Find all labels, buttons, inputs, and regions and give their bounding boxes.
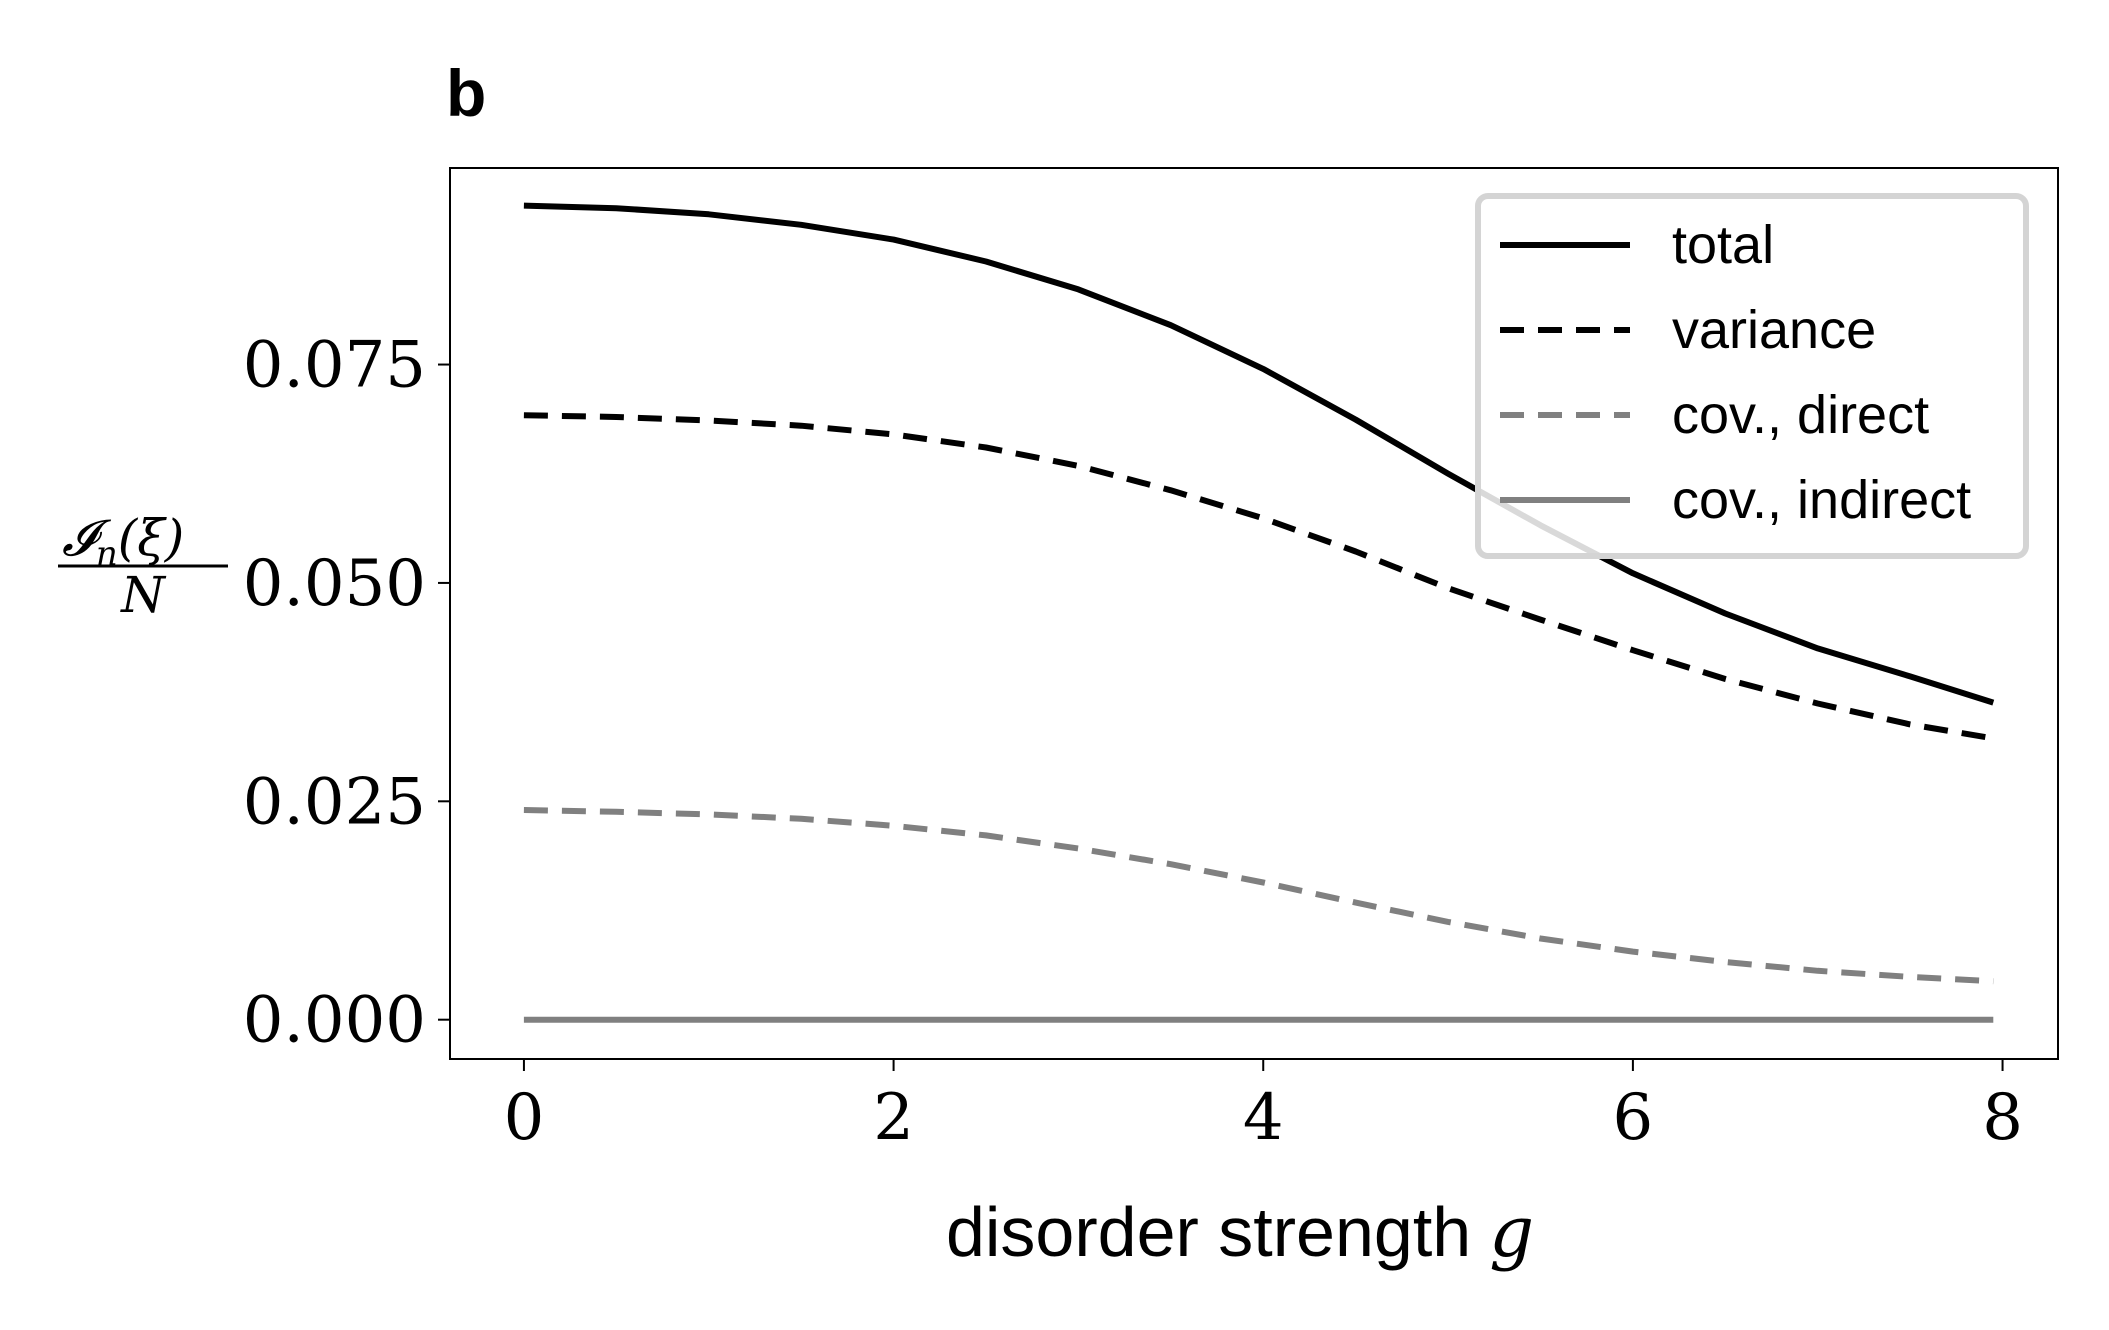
y-label-argument: (ξ) xyxy=(118,509,185,567)
legend-box xyxy=(1475,193,2029,559)
legend-label: total xyxy=(1672,215,1774,275)
x-tick-label: 0 xyxy=(504,1081,545,1155)
plot-frame xyxy=(449,167,2059,1060)
y-label-subscript: n xyxy=(96,534,118,574)
series-line-variance xyxy=(523,412,1994,742)
y-axis-label-numerator: 𝓘n(ξ) xyxy=(62,509,184,574)
legend: total variance cov., direct cov., indirect xyxy=(1475,193,2029,559)
x-tick-label: 6 xyxy=(1613,1081,1654,1155)
ticks-layer: 0 2 4 6 8 0.000 0.025 0.050 0.075 xyxy=(243,329,2023,1155)
y-tick-label: 0.050 xyxy=(243,547,426,621)
series-line-cov-direct xyxy=(523,807,1994,985)
legend-label: cov., direct xyxy=(1672,385,1929,445)
y-axis-label-denominator: N xyxy=(120,566,167,624)
panel-label: b xyxy=(446,56,486,130)
y-tick-label: 0.025 xyxy=(243,765,426,839)
y-axis-label: 𝓘n(ξ) N xyxy=(58,509,228,624)
series-line-total xyxy=(523,202,1995,706)
x-tick-label: 2 xyxy=(873,1081,914,1155)
series-layer xyxy=(523,202,1995,1023)
y-tick-label: 0.000 xyxy=(243,984,426,1058)
legend-items: total variance cov., direct cov., indirect xyxy=(1500,215,1971,530)
x-axis-label: disorder strength g xyxy=(946,1191,1534,1273)
x-axis-label-text: disorder strength xyxy=(946,1193,1471,1271)
y-tick-label: 0.075 xyxy=(243,329,426,403)
x-tick-label: 8 xyxy=(1982,1081,2023,1155)
legend-label: cov., indirect xyxy=(1672,470,1971,530)
x-axis-label-symbol: g xyxy=(1489,1191,1534,1273)
legend-label: variance xyxy=(1672,300,1876,360)
x-tick-label: 4 xyxy=(1243,1081,1284,1155)
